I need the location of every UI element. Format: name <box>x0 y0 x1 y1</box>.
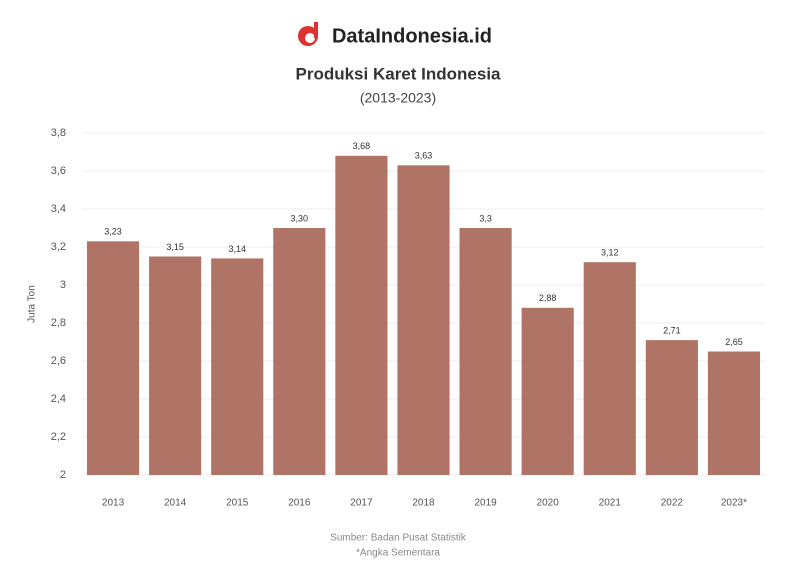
y-tick-label: 3,8 <box>51 127 66 139</box>
bar <box>583 262 636 475</box>
note: *Angka Sementara <box>356 548 440 559</box>
bar <box>273 228 326 475</box>
value-label: 3,3 <box>479 213 492 223</box>
value-label: 2,71 <box>663 325 681 335</box>
value-label: 3,63 <box>415 151 433 161</box>
bar <box>707 351 761 475</box>
value-label: 3,15 <box>166 242 184 252</box>
y-tick-label: 2,8 <box>51 317 66 329</box>
bar <box>521 307 574 475</box>
value-label: 3,14 <box>228 244 246 254</box>
bar <box>645 340 698 475</box>
y-tick-label: 3 <box>60 279 66 291</box>
x-tick-label: 2017 <box>350 498 373 509</box>
x-tick-label: 2013 <box>102 498 125 509</box>
x-tick-label: 2015 <box>226 498 249 509</box>
x-tick-label: 2020 <box>537 498 560 509</box>
y-tick-label: 2 <box>60 469 66 481</box>
bar <box>459 228 512 475</box>
y-tick-label: 3,6 <box>51 165 66 177</box>
y-tick-label: 2,2 <box>51 431 66 443</box>
bar <box>86 241 140 475</box>
x-tick-label: 2022 <box>661 498 684 509</box>
source: Sumber: Badan Pusat Statistik <box>330 533 467 544</box>
x-tick-label: 2019 <box>474 498 497 509</box>
bar <box>335 155 388 476</box>
y-tick-label: 2,4 <box>51 393 66 405</box>
y-tick-label: 3,2 <box>51 241 66 253</box>
x-tick-label: 2016 <box>288 498 311 509</box>
chart-subtitle: (2013-2023) <box>360 90 436 106</box>
value-label: 3,68 <box>353 141 371 151</box>
brand: DataIndonesia.id <box>332 25 492 47</box>
value-label: 2,88 <box>539 293 557 303</box>
value-label: 3,12 <box>601 248 619 258</box>
y-tick-label: 2,6 <box>51 355 66 367</box>
value-label: 2,65 <box>725 337 743 347</box>
y-tick-label: 3,4 <box>51 203 66 215</box>
chart-title: Produksi Karet Indonesia <box>296 64 502 83</box>
logo <box>298 22 318 46</box>
x-tick-label: 2018 <box>412 498 435 509</box>
x-tick-label: 2023* <box>721 498 747 509</box>
value-label: 3,30 <box>291 213 309 223</box>
bar <box>211 258 264 475</box>
bar <box>397 165 450 476</box>
x-tick-label: 2021 <box>599 498 622 509</box>
x-tick-label: 2014 <box>164 498 187 509</box>
value-label: 3,23 <box>104 227 122 237</box>
y-axis-label: Juta Ton <box>27 285 38 323</box>
bar <box>149 256 202 475</box>
